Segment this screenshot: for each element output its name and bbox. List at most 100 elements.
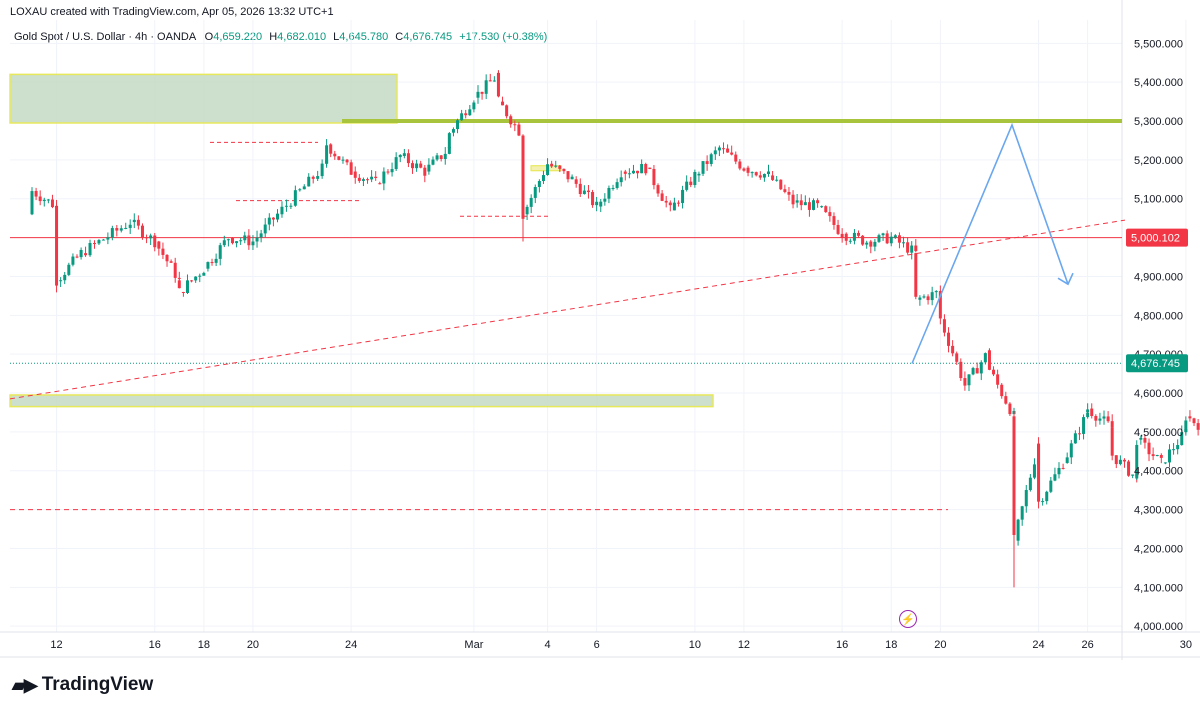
candle <box>1122 459 1126 462</box>
candle <box>302 186 306 190</box>
candle <box>902 242 906 244</box>
open-label: O <box>204 31 214 43</box>
time-tick-label: 18 <box>198 639 210 651</box>
candle <box>259 233 263 238</box>
candle <box>439 155 443 159</box>
candle <box>1196 423 1200 430</box>
candle <box>411 163 415 169</box>
candle <box>807 202 811 210</box>
candle <box>390 169 394 173</box>
candle <box>1090 408 1094 417</box>
candle <box>1045 491 1049 502</box>
candle <box>734 154 738 162</box>
candle <box>742 168 746 171</box>
candle <box>676 202 680 204</box>
candle <box>1086 409 1090 413</box>
candle <box>1118 459 1122 465</box>
price-tick-label: 4,100.000 <box>1134 582 1183 594</box>
candle <box>1172 449 1176 451</box>
brand-name: TradingView <box>41 674 154 695</box>
time-tick-label: 24 <box>1032 639 1044 651</box>
candle <box>329 144 333 154</box>
flash-icon[interactable]: ⚡ <box>899 610 917 628</box>
candle <box>509 116 513 125</box>
demand-zone <box>9 394 714 408</box>
candle <box>791 194 795 205</box>
candle <box>214 258 218 263</box>
candle <box>1016 519 1020 541</box>
candle <box>1041 501 1045 503</box>
candle <box>1028 477 1032 491</box>
candle <box>754 172 758 176</box>
candle <box>803 202 807 206</box>
candle <box>1004 396 1008 404</box>
candle <box>218 245 222 259</box>
candle <box>975 368 979 374</box>
candle <box>1094 416 1098 421</box>
candle <box>55 206 59 286</box>
candle <box>574 179 578 184</box>
candle <box>897 235 901 243</box>
candle <box>959 361 963 379</box>
candle <box>762 174 766 178</box>
candle <box>443 153 447 159</box>
candle <box>746 167 750 173</box>
candle <box>660 193 664 201</box>
candle <box>145 237 149 239</box>
candle <box>730 152 734 155</box>
candle <box>1069 443 1073 458</box>
candle <box>419 163 423 168</box>
candle <box>177 277 181 279</box>
candle <box>1106 416 1110 422</box>
candle <box>106 237 110 240</box>
candle <box>914 245 918 252</box>
candle <box>738 161 742 169</box>
candle <box>869 241 873 247</box>
candle <box>918 297 922 300</box>
price-tick-label: 4,400.000 <box>1134 466 1183 478</box>
candle <box>987 350 991 370</box>
symbol-name[interactable]: Gold Spot / U.S. Dollar · 4h · OANDA <box>14 31 196 43</box>
candle <box>177 280 181 289</box>
candle <box>101 239 105 241</box>
time-tick-label: 12 <box>50 639 62 651</box>
candle <box>1061 467 1065 469</box>
time-tick-label: 4 <box>544 639 550 651</box>
candle <box>476 91 480 98</box>
candle <box>783 189 787 192</box>
candle <box>79 249 83 258</box>
candle <box>967 374 971 386</box>
candle <box>284 205 288 207</box>
candle <box>1151 454 1155 457</box>
candle <box>668 202 672 206</box>
candle <box>202 272 206 276</box>
candle <box>161 248 165 255</box>
candle <box>488 80 492 82</box>
candle <box>451 129 455 133</box>
candle <box>619 177 623 183</box>
price-tick-label: 5,100.000 <box>1134 194 1183 206</box>
candle <box>423 167 427 176</box>
candle <box>298 189 302 191</box>
candle <box>190 280 194 282</box>
candle <box>75 256 79 258</box>
candle <box>1188 416 1192 419</box>
candle <box>1163 462 1167 464</box>
time-tick-label: Mar <box>464 639 483 651</box>
candle <box>983 353 987 363</box>
candle <box>595 201 599 206</box>
candle <box>1110 428 1114 456</box>
time-tick-label: 26 <box>1082 639 1094 651</box>
candle <box>59 280 63 282</box>
candle <box>787 191 791 195</box>
time-tick-label: 12 <box>738 639 750 651</box>
candle <box>812 200 816 210</box>
candle <box>627 173 631 175</box>
round-level-badge <box>1126 228 1188 247</box>
candle <box>505 105 509 117</box>
tradingview-logo[interactable]: ▰▶ TradingView <box>12 674 153 696</box>
candle <box>181 292 185 293</box>
candle <box>672 202 676 211</box>
candle <box>861 235 865 245</box>
